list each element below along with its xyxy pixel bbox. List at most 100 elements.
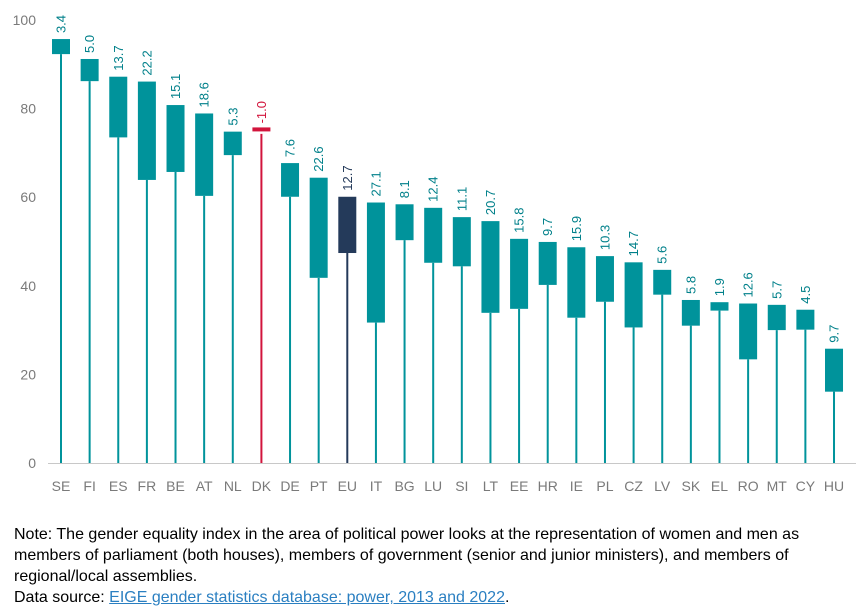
range-bar-ie: [567, 247, 586, 318]
data-source-link[interactable]: EIGE gender statistics database: power, …: [109, 589, 505, 606]
x-tick-label-dk: DK: [252, 478, 272, 494]
change-label-be: 15.1: [168, 74, 183, 99]
x-tick-label-se: SE: [52, 478, 71, 494]
range-bar-be: [166, 105, 185, 172]
x-tick-label-pt: PT: [310, 478, 328, 494]
range-bar-lt: [481, 221, 500, 313]
range-bar-ro: [739, 303, 758, 360]
range-bar-cz: [624, 262, 643, 328]
data-source-end: .: [504, 589, 510, 606]
range-bar-el: [710, 302, 729, 311]
range-bar-hr: [538, 241, 557, 285]
range-bar-fr: [137, 81, 156, 180]
range-bar-fi: [80, 58, 99, 82]
change-label-bg: 8.1: [397, 180, 412, 198]
change-label-de: 7.6: [283, 139, 298, 157]
x-tick-label-ee: EE: [510, 478, 529, 494]
y-tick-label: 40: [20, 278, 36, 294]
x-axis: SE FI ES FR BE AT NL DK DE PT EU IT BG LU SI LT EE HR IE PL…: [48, 463, 856, 494]
x-tick-label-cz: CZ: [624, 478, 643, 494]
change-label-ro: 12.6: [741, 272, 756, 297]
x-tick-label-nl: NL: [224, 478, 242, 494]
data-source-label: Data source:: [14, 589, 110, 606]
range-bar-lu: [424, 207, 443, 263]
x-tick-label-mt: MT: [767, 478, 788, 494]
x-tick-label-be: BE: [166, 478, 185, 494]
x-tick-label-at: AT: [196, 478, 213, 494]
chart-marks: 3.4 5.0 13.7 22.2 15.1 18.6 5.3 -1.0 7.6 22.6 12.7…: [52, 15, 844, 463]
change-label-el: 1.9: [712, 278, 727, 296]
change-label-pt: 22.6: [311, 146, 326, 171]
y-tick-label: 20: [20, 366, 36, 382]
x-tick-label-cy: CY: [796, 478, 816, 494]
range-bar-at: [195, 113, 214, 196]
y-tick-label: 80: [20, 101, 36, 117]
change-label-pl: 10.3: [597, 225, 612, 250]
x-tick-label-pl: PL: [596, 478, 613, 494]
range-bar-cy: [796, 309, 815, 330]
change-label-ie: 15.9: [569, 216, 584, 241]
change-label-lu: 12.4: [426, 177, 441, 202]
x-tick-label-fi: FI: [83, 478, 95, 494]
x-tick-label-hr: HR: [538, 478, 558, 494]
change-label-lt: 20.7: [483, 190, 498, 215]
x-tick-label-lu: LU: [424, 478, 442, 494]
x-tick-label-sk: SK: [682, 478, 701, 494]
change-label-se: 3.4: [54, 15, 69, 33]
range-bar-pt: [309, 177, 328, 278]
range-bar-it: [366, 202, 385, 323]
change-label-si: 11.1: [454, 187, 469, 211]
change-label-sk: 5.8: [683, 276, 698, 294]
x-tick-label-hu: HU: [824, 478, 844, 494]
change-label-hr: 9.7: [540, 218, 555, 236]
range-bar-mt: [767, 304, 786, 331]
x-tick-label-el: EL: [711, 478, 728, 494]
change-label-fr: 22.2: [139, 50, 154, 75]
change-label-lv: 5.6: [655, 246, 670, 264]
data-source: Data source: EIGE gender statistics data…: [14, 587, 854, 608]
y-tick-label: 100: [13, 12, 37, 28]
x-tick-label-lv: LV: [654, 478, 671, 494]
x-tick-label-ie: IE: [570, 478, 583, 494]
change-label-dk: -1.0: [254, 101, 269, 123]
y-tick-label: 60: [20, 189, 36, 205]
x-tick-label-si: SI: [455, 478, 468, 494]
change-label-mt: 5.7: [769, 281, 784, 299]
range-bar-es: [109, 76, 128, 138]
range-bar-bg: [395, 204, 414, 241]
change-label-es: 13.7: [111, 45, 126, 70]
change-label-eu: 12.7: [340, 165, 355, 190]
range-marker-dk: [252, 127, 271, 132]
y-tick-label: 0: [28, 455, 36, 471]
range-bar-eu: [338, 196, 357, 254]
range-bar-ee: [510, 238, 529, 309]
change-label-hu: 9.7: [827, 325, 842, 343]
change-label-nl: 5.3: [225, 108, 240, 126]
range-bar-pl: [595, 256, 614, 302]
change-label-it: 27.1: [368, 171, 383, 196]
change-label-cz: 14.7: [626, 231, 641, 256]
range-bar-si: [452, 217, 471, 267]
chart-note: Note: The gender equality index in the a…: [14, 524, 854, 608]
change-label-cy: 4.5: [798, 286, 813, 304]
x-tick-label-fr: FR: [138, 478, 157, 494]
range-bar-nl: [223, 131, 242, 156]
note-text: Note: The gender equality index in the a…: [14, 526, 800, 585]
change-label-fi: 5.0: [82, 35, 97, 53]
range-bar-chart: 0 20 40 60 80 100 3.4 5.0 13.7 22.2 15.1 18.6 5.3 -1…: [13, 12, 856, 494]
x-tick-label-de: DE: [280, 478, 299, 494]
x-tick-label-eu: EU: [338, 478, 357, 494]
change-label-ee: 15.8: [512, 208, 527, 233]
range-bar-sk: [681, 299, 700, 326]
x-tick-label-lt: LT: [483, 478, 499, 494]
x-tick-label-ro: RO: [738, 478, 759, 494]
range-bar-se: [52, 39, 70, 55]
range-bar-de: [281, 163, 300, 197]
range-bar-hu: [825, 348, 844, 392]
x-tick-label-it: IT: [370, 478, 383, 494]
range-bar-lv: [653, 269, 672, 295]
x-tick-label-es: ES: [109, 478, 128, 494]
x-tick-label-bg: BG: [394, 478, 414, 494]
change-label-at: 18.6: [197, 82, 212, 107]
y-axis: 0 20 40 60 80 100: [13, 12, 37, 471]
